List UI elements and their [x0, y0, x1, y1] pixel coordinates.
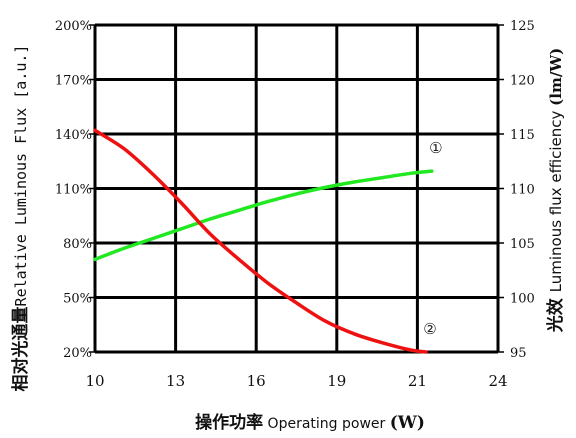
y-right-tick-label: 120	[510, 74, 535, 89]
x-tick-label: 10	[85, 372, 104, 390]
y-axis-left-label: 相对光通量Relative Luminous Flux [a.u.]	[10, 45, 31, 392]
y-right-tick-label: 110	[510, 183, 535, 198]
y-right-tick-label: 100	[510, 292, 535, 307]
series-layer: ①②	[93, 128, 443, 354]
y-axis-right-label: 光效 Luminous flux efficiency (lm/W)	[545, 48, 566, 334]
y-axis-left-label-cn: 相对光通量	[10, 306, 31, 391]
series-marker-2: ②	[423, 320, 436, 338]
series-line-1	[93, 169, 434, 262]
series-marker-1: ①	[429, 139, 442, 157]
y-right-tick-label: 95	[510, 346, 527, 361]
x-axis-label-cn: 操作功率	[195, 412, 263, 433]
y-left-tick-label: 200%	[55, 19, 92, 34]
x-tick-label: 21	[408, 372, 427, 390]
x-axis-label-unit: (W)	[390, 413, 425, 433]
x-axis-label: 操作功率 Operating power (W)	[195, 412, 425, 433]
y-left-tick-label: 140%	[55, 128, 92, 143]
x-tick-label: 24	[488, 372, 507, 390]
y-right-tick-label: 115	[510, 128, 535, 143]
y-left-tick-label: 80%	[63, 237, 92, 252]
y-right-tick-label: 125	[510, 19, 535, 34]
y-right-tick-label: 105	[510, 237, 535, 252]
x-tick-label: 19	[327, 372, 346, 390]
y-left-tick-label: 20%	[63, 346, 92, 361]
x-tick-label: 13	[166, 372, 185, 390]
y-axis-left-label-en: Relative Luminous Flux [a.u.]	[12, 45, 30, 307]
y-left-tick-label: 50%	[63, 292, 92, 307]
tick-labels: 200% 170% 140% 110% 80% 50% 20% 125 120 115 110 105…	[55, 19, 535, 390]
y-left-tick-label: 110%	[55, 183, 92, 198]
y-axis-right-label-en: Luminous flux efficiency	[547, 106, 565, 293]
x-tick-label: 16	[247, 372, 266, 390]
y-axis-right-label-unit: (lm/W)	[547, 48, 565, 106]
x-axis-label-en: Operating power	[263, 416, 390, 432]
y-left-tick-label: 170%	[55, 74, 92, 89]
y-axis-right-label-cn: 光效	[545, 292, 566, 333]
